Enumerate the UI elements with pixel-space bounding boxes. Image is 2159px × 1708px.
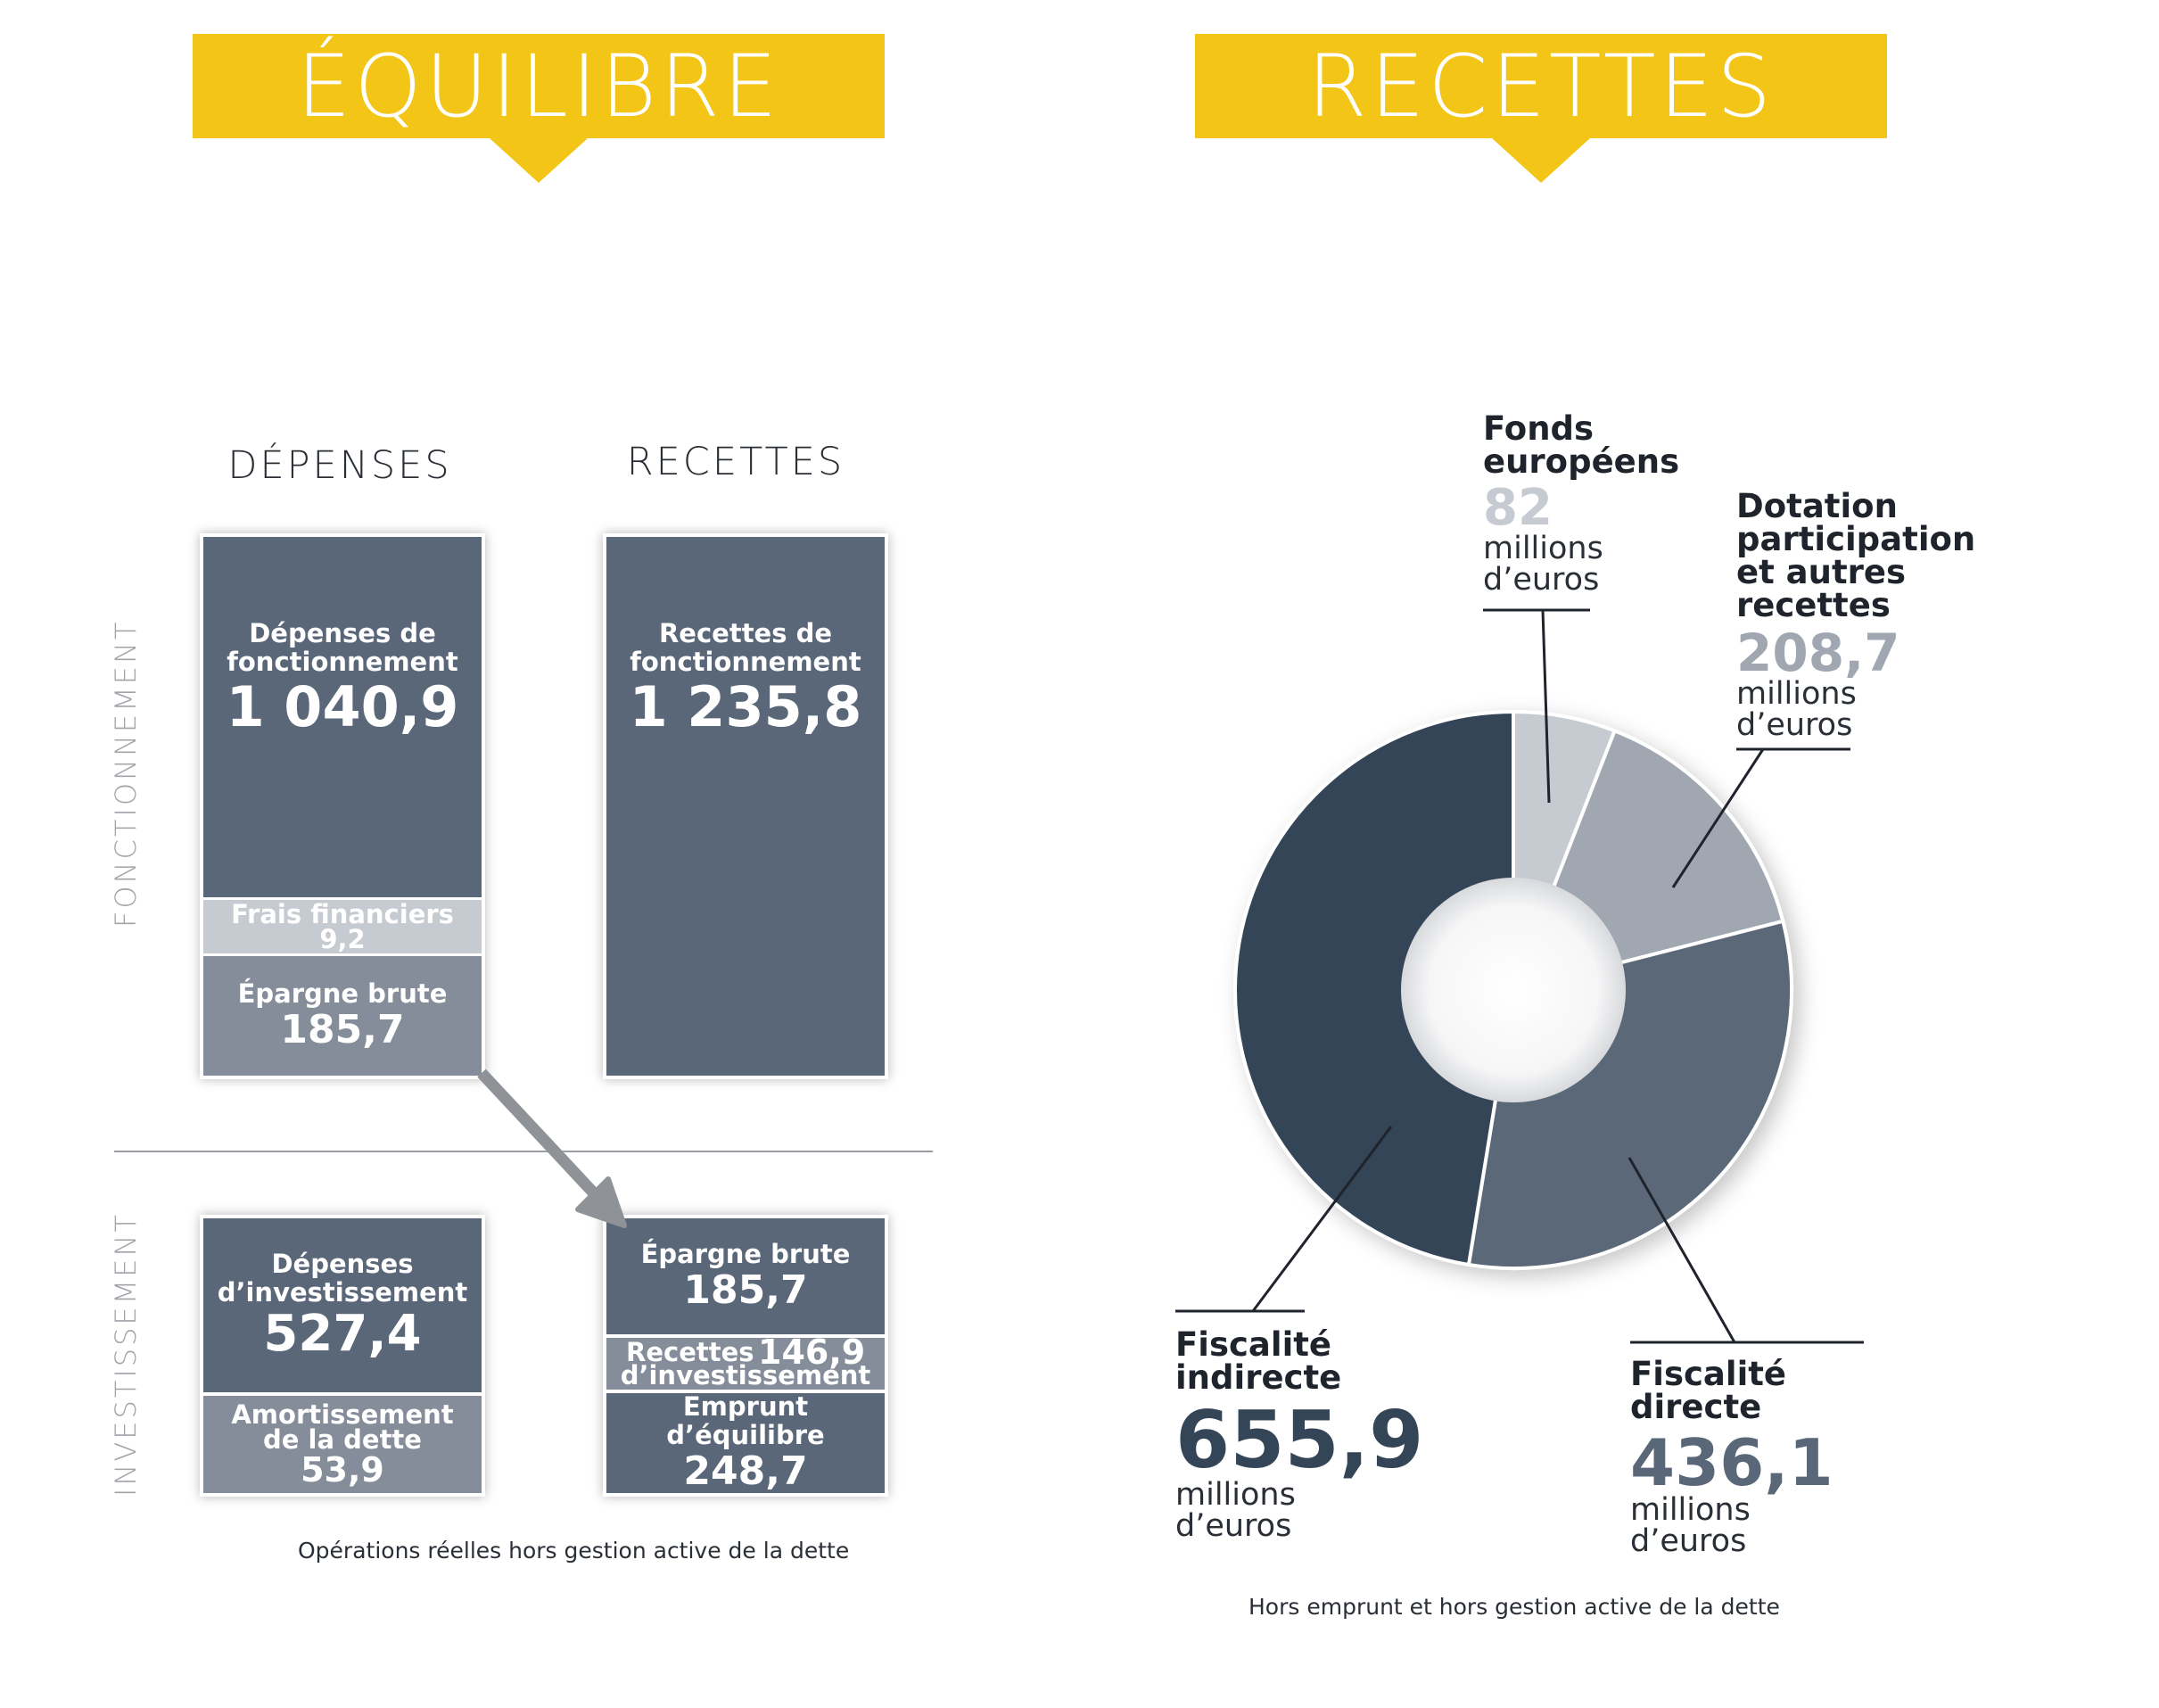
dotation-value: 208,7 <box>1736 623 1900 683</box>
fonds-unit-2: d’euros <box>1483 562 1600 598</box>
col-depenses-heading: DÉPENSES <box>227 443 452 488</box>
epargne-brute-fonct-block: Épargne brute 185,7 <box>203 956 482 1076</box>
indirecte-label-2: indirecte <box>1175 1358 1342 1397</box>
equilibre-banner: ÉQUILIBRE <box>193 34 885 183</box>
amortissement-dette-block: Amortissement de la dette 53,9 <box>203 1392 482 1493</box>
indirecte-value: 655,9 <box>1175 1394 1424 1486</box>
recettes-title: RECETTES <box>1306 36 1776 136</box>
section-divider <box>114 1151 933 1152</box>
recettes-fonctionnement-label-2: fonctionnement <box>630 647 861 677</box>
dotation-unit-2: d’euros <box>1736 707 1853 743</box>
indirecte-label-1: Fiscalité <box>1175 1325 1332 1364</box>
slice-fiscalite-indirecte <box>1233 709 1515 1267</box>
recettes-investissement-label-2: d’investissement <box>620 1360 871 1390</box>
recettes-fonctionnement-block: Recettes de fonctionnement 1 235,8 <box>603 533 888 1079</box>
recettes-investissement-block: Recettes 146,9 d’investissement <box>606 1334 885 1393</box>
dotation-label-3: et autres <box>1736 553 1907 591</box>
fonds-value: 82 <box>1483 479 1553 537</box>
amortissement-dette-label-2: de la dette <box>263 1423 422 1455</box>
depenses-investissement-label-1: Dépenses <box>271 1248 414 1279</box>
callout-fiscalite-indirecte: Fiscalité indirecte 655,9 millions d’eur… <box>1175 1328 1423 1542</box>
epargne-brute-inv-label: Épargne brute <box>640 1239 851 1269</box>
directe-unit-1: millions <box>1630 1492 1751 1528</box>
fonds-leader-line <box>1541 609 1551 804</box>
dotation-label-4: recettes <box>1736 586 1891 624</box>
depenses-investissement-label-2: d’investissement <box>217 1276 468 1308</box>
recettes-fonctionnement-label-1: Recettes de <box>658 618 833 648</box>
indirecte-unit-1: millions <box>1175 1477 1296 1513</box>
dotation-leader-line <box>1671 748 1765 888</box>
emprunt-equilibre-block: Emprunt d’équilibre 248,7 <box>606 1391 885 1494</box>
frais-financiers-label: Frais financiers <box>231 899 454 929</box>
directe-value: 436,1 <box>1630 1425 1834 1500</box>
indirecte-unit-2: d’euros <box>1175 1508 1292 1544</box>
leader-lines <box>1175 608 1864 1344</box>
recettes-investissement-value: 146,9 <box>758 1333 866 1372</box>
depenses-investissement-stack: Dépenses d’investissement 527,4 Amortiss… <box>200 1215 485 1497</box>
frais-financiers-block: Frais financiers 9,2 <box>203 897 482 956</box>
depenses-fonctionnement-stack: Dépenses de fonctionnement 1 040,9 Frais… <box>200 533 485 1079</box>
directe-unit-2: d’euros <box>1630 1523 1747 1559</box>
recettes-investissement-label-1: Recettes <box>626 1337 754 1367</box>
callout-fiscalite-directe: Fiscalité directe 436,1 millions d’euros <box>1630 1357 1834 1557</box>
recettes-banner: RECETTES <box>1195 34 1887 183</box>
indirecte-leader-line <box>1251 1126 1393 1312</box>
fonds-label-1: Fonds <box>1483 409 1595 448</box>
frais-financiers-value: 9,2 <box>319 924 366 954</box>
directe-leader-line <box>1627 1157 1736 1343</box>
depenses-fonctionnement-value: 1 040,9 <box>226 674 459 739</box>
amortissement-dette-label-1: Amortissement <box>231 1399 454 1430</box>
equilibre-note: Opérations réelles hors gestion active d… <box>298 1538 850 1564</box>
depenses-fonctionnement-block: Dépenses de fonctionnement 1 040,9 <box>203 537 482 897</box>
recettes-note: Hors emprunt et hors gestion active de l… <box>1248 1594 1780 1620</box>
epargne-brute-fonct-label: Épargne brute <box>237 978 448 1009</box>
depenses-fonctionnement-label-2: fonctionnement <box>227 647 458 677</box>
depenses-investissement-value: 527,4 <box>263 1304 422 1363</box>
recettes-investissement-stack: Épargne brute 185,7 Recettes 146,9 d’inv… <box>603 1215 888 1497</box>
epargne-brute-inv-value: 185,7 <box>683 1267 808 1313</box>
directe-label-2: directe <box>1630 1388 1762 1426</box>
callout-fonds-europeens: Fonds européens 82 millions d’euros <box>1483 412 1679 596</box>
depenses-investissement-block: Dépenses d’investissement 527,4 <box>203 1218 482 1392</box>
recettes-fonctionnement-value: 1 235,8 <box>629 674 862 739</box>
epargne-brute-inv-block: Épargne brute 185,7 <box>606 1218 885 1334</box>
dotation-label-1: Dotation <box>1736 487 1898 525</box>
emprunt-equilibre-value: 248,7 <box>683 1448 808 1494</box>
directe-label-1: Fiscalité <box>1630 1355 1787 1393</box>
donut-hole <box>1401 878 1626 1102</box>
fonds-label-2: européens <box>1483 442 1680 481</box>
amortissement-dette-value: 53,9 <box>301 1449 384 1489</box>
depenses-fonctionnement-label-1: Dépenses de <box>249 618 436 648</box>
equilibre-title: ÉQUILIBRE <box>296 36 781 136</box>
col-recettes-heading: RECETTES <box>626 440 845 484</box>
dotation-label-2: participation <box>1736 520 1976 558</box>
callout-dotation: Dotation participation et autres recette… <box>1736 490 1975 741</box>
fonds-unit-1: millions <box>1483 531 1603 566</box>
emprunt-equilibre-label: Emprunt d’équilibre <box>666 1391 825 1450</box>
dotation-unit-1: millions <box>1736 676 1857 712</box>
epargne-brute-fonct-value: 185,7 <box>280 1007 405 1052</box>
